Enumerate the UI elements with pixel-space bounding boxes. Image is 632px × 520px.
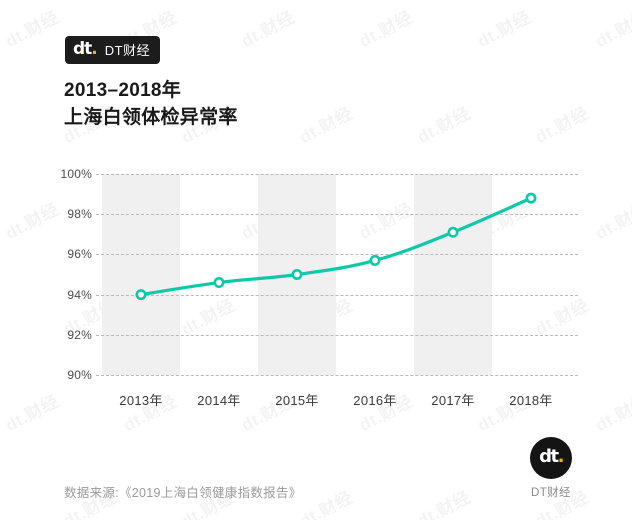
y-axis-tick-label: 90% [67,368,92,382]
footer-logo-mark-text: dt [539,446,559,467]
header-logo-dot: . [91,38,98,59]
x-axis-tick-label: 2014年 [197,393,241,408]
y-axis-tick-label: 100% [60,167,92,181]
gridline [96,254,578,256]
y-axis-tick-label: 94% [67,287,92,302]
gridline [96,214,578,216]
footer-logo-dot: . [557,446,565,467]
y-axis-tick-label: 92% [67,327,92,342]
chart-band [102,174,180,375]
series-line [139,196,533,297]
gridline [96,375,578,376]
x-axis-tick-label: 2018年 [509,393,553,408]
footer-logo: dt. DT财经 [523,437,579,500]
chart-band [414,174,492,375]
page-title: 2013–2018年 上海白领体检异常率 [64,80,238,128]
x-axis-tick-label: 2013年 [119,393,163,408]
data-point-marker [447,226,459,238]
y-axis-tick-label: 98% [67,207,92,222]
data-point-marker [525,192,537,204]
header-logo-name: DT财经 [104,42,151,58]
gridline [96,174,578,175]
footer-logo-caption: DT财经 [531,487,571,499]
y-axis-tick-label: 96% [67,247,92,262]
x-axis-tick-label: 2015年 [275,393,319,408]
x-axis-tick-label: 2016年 [353,393,397,408]
x-axis-tick-label: 2017年 [431,393,475,408]
gridline [96,294,578,296]
footer-logo-circle: dt. [530,437,572,479]
data-point-marker [213,277,225,289]
data-point-marker [369,254,381,266]
header-logo: dt. DT财经 [65,36,161,64]
source-note: 数据来源:《2019上海白领健康指数报告》 [64,486,302,500]
data-point-marker [291,268,303,280]
header-logo-mark: dt. [73,38,98,59]
header-logo-mark-text: dt [73,38,92,59]
footer-logo-mark: dt. [539,446,565,467]
gridline [96,334,578,336]
data-point-marker [135,289,147,301]
